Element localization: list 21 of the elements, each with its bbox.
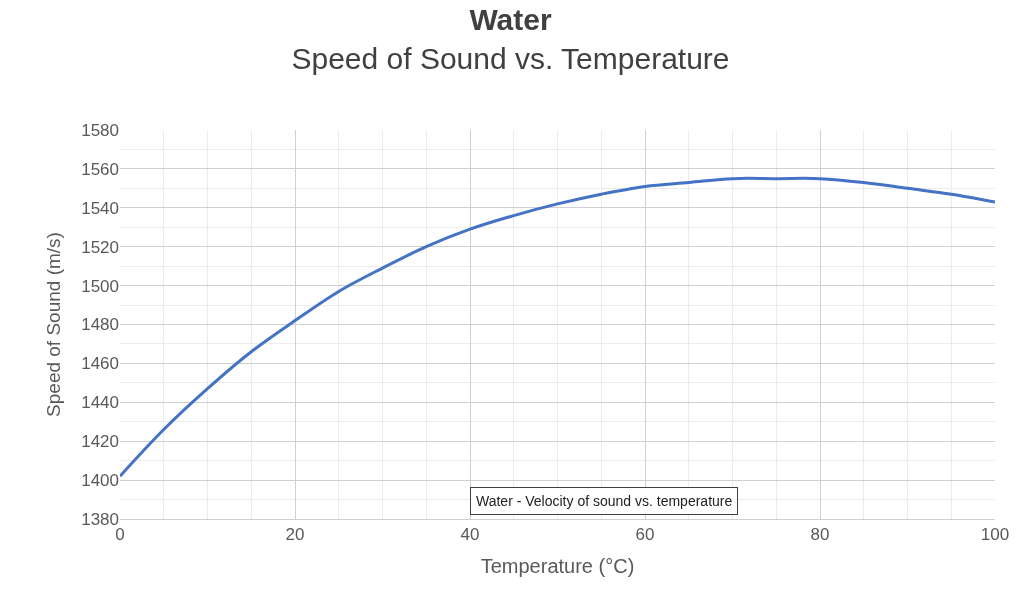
y-tick-label: 1400 xyxy=(81,471,119,491)
x-axis-title: Temperature (°C) xyxy=(480,554,635,577)
y-tick-label: 1580 xyxy=(81,120,119,140)
y-tick-label: 1480 xyxy=(81,315,119,335)
x-tick-label: 100 xyxy=(980,525,1010,545)
x-tick-label: 80 xyxy=(810,525,830,545)
y-axis-title: Speed of Sound (m/s) xyxy=(43,232,65,417)
y-tick-label: 1560 xyxy=(81,159,119,179)
x-tick-label: 60 xyxy=(635,525,655,545)
y-tick-label: 1540 xyxy=(81,198,119,218)
line-series xyxy=(120,176,995,478)
y-tick-label: 1500 xyxy=(81,276,119,296)
x-tick-label: 20 xyxy=(285,525,305,545)
x-tick-label: 40 xyxy=(460,525,480,545)
y-tick-label: 1420 xyxy=(81,432,119,452)
annotation: Water - Velocity of sound vs. temperature xyxy=(476,493,733,509)
chart-subtitle: Speed of Sound vs. Temperature xyxy=(291,41,730,75)
chart-title: Water xyxy=(469,2,552,36)
y-tick-label: 1520 xyxy=(81,237,119,257)
y-tick-label: 1460 xyxy=(81,354,119,374)
y-tick-label: 1440 xyxy=(81,393,119,413)
